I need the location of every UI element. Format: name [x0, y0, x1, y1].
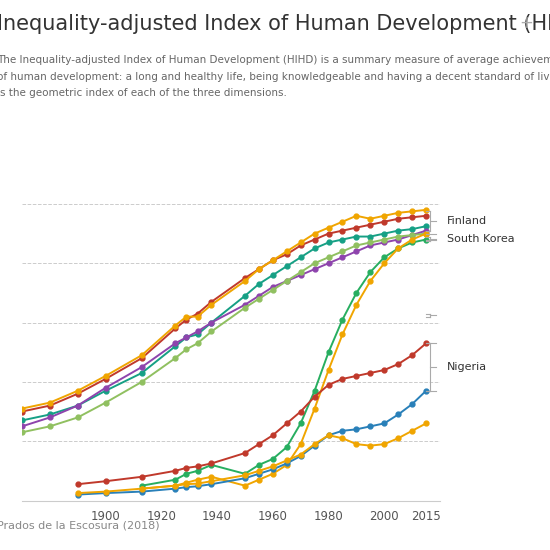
Text: The Inequality-adjusted Index of Human Development (HIHD) is a summary measure o: The Inequality-adjusted Index of Human D… [0, 55, 550, 65]
Text: Inequality-adjusted Index of Human Development (HIHD): Inequality-adjusted Index of Human Devel… [0, 14, 550, 34]
Text: of human development: a long and healthy life, being knowledgeable and having a : of human development: a long and healthy… [0, 72, 550, 81]
Text: Finland: Finland [447, 217, 487, 227]
Text: Prados de la Escosura (2018): Prados de la Escosura (2018) [0, 521, 160, 531]
Text: Nigeria: Nigeria [447, 362, 487, 372]
Text: +: + [520, 14, 534, 32]
Text: South Korea: South Korea [447, 234, 514, 244]
Text: is the geometric index of each of the three dimensions.: is the geometric index of each of the th… [0, 88, 287, 98]
